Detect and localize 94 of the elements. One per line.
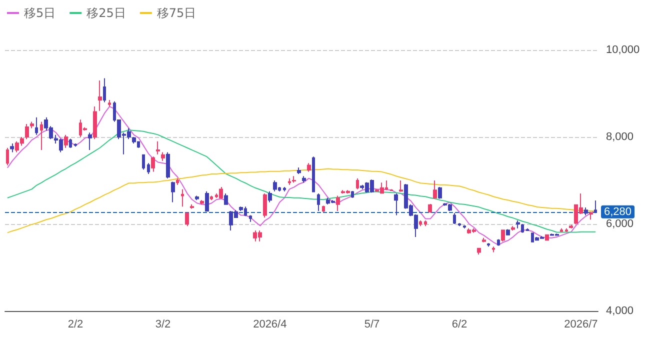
candlestick <box>219 186 223 200</box>
line-series <box>6 106 596 246</box>
candlestick <box>594 200 597 214</box>
x-tick-label: 2026/4 <box>253 318 287 330</box>
candlestick <box>487 242 490 248</box>
candlestick <box>6 147 9 166</box>
candlestick <box>268 190 272 203</box>
candlestick <box>463 224 466 229</box>
x-tick-label: 5/7 <box>364 318 380 330</box>
candlestick <box>569 224 573 229</box>
legend-label: 移75日 <box>156 6 196 20</box>
candlestick <box>521 224 524 234</box>
candlestick <box>322 205 325 212</box>
candlestick <box>506 228 510 236</box>
candlestick <box>166 152 170 179</box>
candlestick <box>88 132 92 151</box>
candlestick <box>171 181 175 203</box>
candlestick <box>419 220 422 227</box>
candlestick <box>565 228 568 232</box>
legend-label: 移25日 <box>86 6 126 20</box>
candlestick <box>501 229 505 242</box>
y-tick-label: 4,000 <box>606 305 634 317</box>
candlestick <box>336 195 340 212</box>
candlestick <box>142 154 145 170</box>
candlestick <box>210 195 213 201</box>
x-tick-label: 2026/7 <box>564 318 598 330</box>
candlestick <box>356 178 359 190</box>
candlestick <box>584 206 588 216</box>
x-tick-label: 2/2 <box>68 318 84 330</box>
candlestick <box>195 195 199 201</box>
candlestick <box>438 186 442 200</box>
candlestick <box>516 220 520 229</box>
candlestick <box>40 121 43 151</box>
candlestick <box>394 193 398 216</box>
candlestick <box>433 180 437 200</box>
candlestick <box>399 180 403 192</box>
candlestick <box>93 106 97 140</box>
candlestick <box>477 247 481 255</box>
candlestick <box>156 140 160 155</box>
candlestick <box>351 190 354 198</box>
candlestick <box>424 220 427 227</box>
candlestick <box>292 176 296 184</box>
candlestick <box>161 152 165 162</box>
candlestick <box>297 166 301 174</box>
x-tick-label: 3/2 <box>155 318 171 330</box>
candlestick <box>181 188 184 208</box>
candlestick <box>307 162 311 172</box>
candlestick <box>428 203 432 214</box>
candlestick <box>390 188 393 192</box>
candlestick <box>545 234 549 242</box>
candlestick <box>190 204 194 210</box>
candlestick <box>560 228 563 232</box>
candlestick <box>185 212 189 227</box>
y-tick-label: 6,000 <box>606 218 634 230</box>
candlestick <box>74 143 77 148</box>
candlestick <box>482 237 486 243</box>
line-series <box>6 168 596 234</box>
candlestick <box>30 121 34 129</box>
ref-line-label: 6,280 <box>604 206 632 218</box>
candlestick <box>35 116 38 136</box>
candlestick <box>497 238 500 246</box>
candlestick <box>249 214 252 222</box>
candlestick <box>98 80 102 112</box>
candlestick <box>205 190 209 212</box>
candlestick <box>69 138 72 148</box>
candlestick <box>200 200 204 205</box>
candlestick <box>312 156 315 192</box>
candlestick <box>317 193 320 212</box>
candlestick <box>458 222 461 227</box>
candlestick <box>526 228 529 232</box>
legend-label: 移5日 <box>24 6 56 20</box>
candlestick <box>511 226 515 232</box>
candlestick <box>10 143 14 153</box>
y-tick-label: 10,000 <box>606 44 640 56</box>
candlestick <box>273 180 277 192</box>
candlestick <box>288 178 291 186</box>
candlestick <box>64 134 68 148</box>
candlestick <box>25 123 29 140</box>
candlestick <box>103 78 106 103</box>
candlestick <box>147 162 150 174</box>
candlestick <box>108 100 111 108</box>
candlestick <box>589 211 593 220</box>
candlestick <box>151 156 155 172</box>
candlestick <box>176 178 179 186</box>
candlestick <box>283 186 286 192</box>
candlestick <box>492 246 495 253</box>
x-tick-label: 6/2 <box>452 318 468 330</box>
candlestick <box>132 136 136 144</box>
candlestick <box>263 193 267 218</box>
candlestick <box>224 193 228 205</box>
line-series <box>6 130 596 233</box>
candlestick <box>453 212 456 224</box>
y-tick-label: 8,000 <box>606 131 634 143</box>
candlestick <box>302 176 306 184</box>
